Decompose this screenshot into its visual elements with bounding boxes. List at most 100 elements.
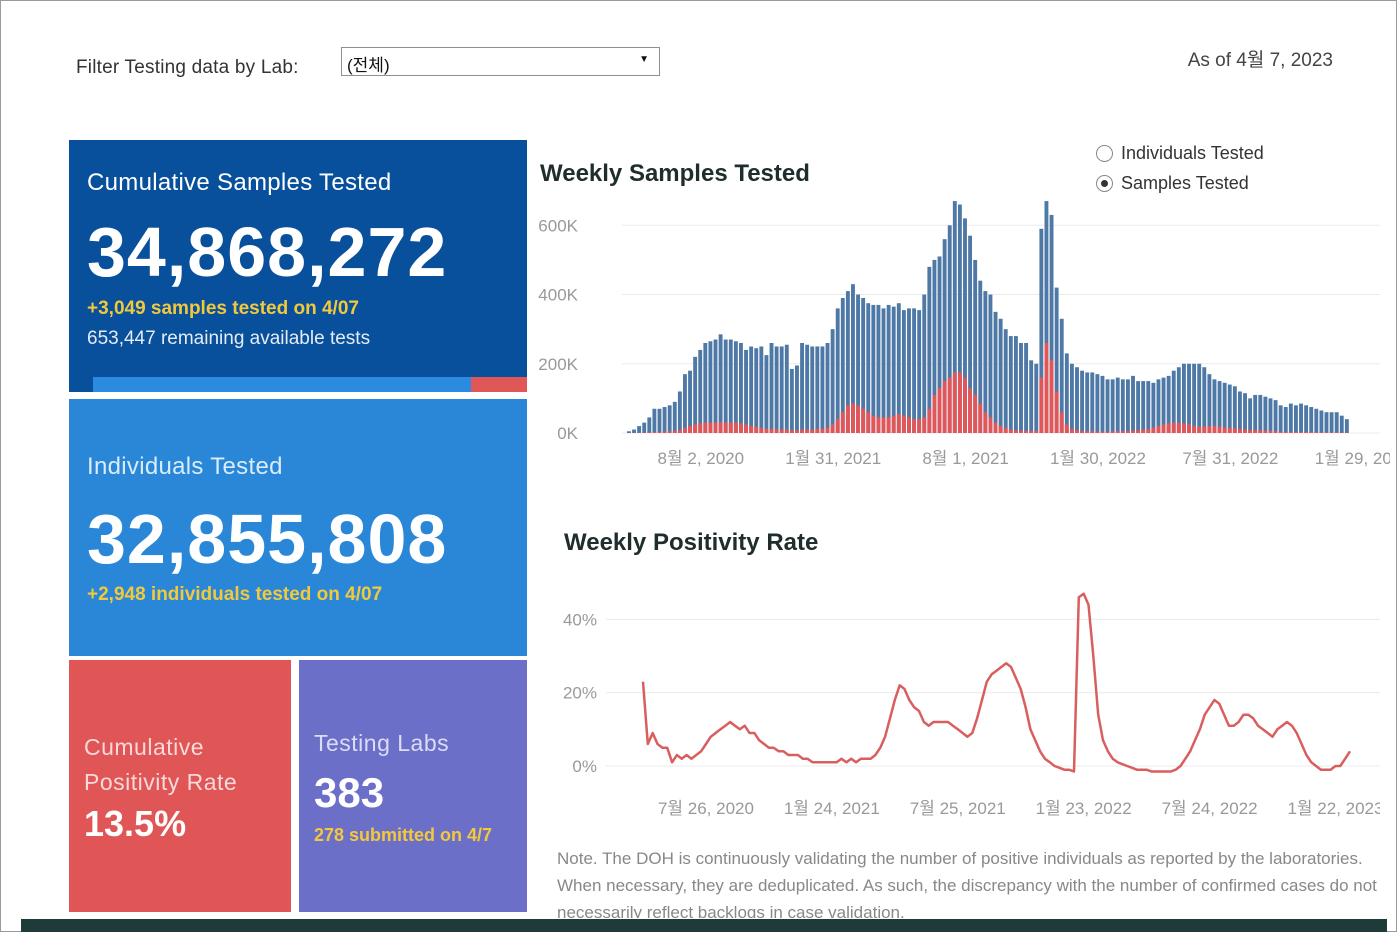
bar-positive — [662, 431, 667, 433]
bar-samples — [922, 294, 927, 433]
cumulative-samples-value: 34,868,272 — [87, 213, 448, 291]
bar-positive — [978, 403, 983, 433]
x-tick-label: 1월 30, 2022 — [1050, 449, 1146, 468]
radio-unselected-icon — [1096, 145, 1113, 162]
bar-samples — [932, 259, 937, 433]
bar-positive — [957, 372, 962, 433]
bar-positive — [993, 422, 998, 433]
weekly-samples-title: Weekly Samples Tested — [540, 160, 810, 187]
bar-samples — [983, 291, 988, 433]
y-tick-label: 0% — [572, 757, 597, 776]
bar-samples — [1253, 394, 1258, 433]
bar-samples — [1059, 318, 1064, 433]
bar-positive — [1248, 429, 1253, 433]
bar-positive — [1263, 430, 1268, 433]
bar-positive — [912, 419, 917, 433]
bar-positive — [1059, 412, 1064, 433]
bar-positive — [840, 412, 845, 433]
bar-samples — [896, 303, 901, 433]
bar-positive — [1192, 426, 1197, 433]
bar-samples — [820, 346, 825, 433]
bar-positive — [1044, 343, 1049, 433]
bar-positive — [1131, 430, 1135, 433]
bar-samples — [637, 426, 642, 433]
bar-samples — [657, 408, 662, 433]
bar-samples — [789, 368, 794, 433]
bar-positive — [830, 424, 835, 433]
x-tick-label: 1월 22, 2023 — [1287, 799, 1380, 818]
bar-samples — [1288, 403, 1293, 433]
bar-positive — [647, 432, 652, 433]
bar-samples — [993, 311, 998, 433]
bar-samples — [1024, 343, 1029, 433]
bar-positive — [968, 388, 973, 433]
weekly-samples-chart: 0K 200K 400K 600K 8월 2, 2020 1월 31, 2021 8월 1,… — [538, 201, 1390, 468]
bar-positive — [1222, 427, 1227, 433]
testing-labs-title: Testing Labs — [314, 730, 450, 756]
samples-delta: +3,049 samples tested on 4/07 — [87, 298, 359, 319]
bar-samples — [1080, 370, 1085, 433]
bar-samples — [1232, 386, 1237, 433]
bar-samples — [647, 417, 652, 433]
bar-samples — [754, 348, 759, 433]
bar-positive — [713, 422, 718, 433]
individuals-tested-value: 32,855,808 — [87, 500, 448, 578]
bar-samples — [1344, 419, 1349, 433]
individuals-tested-title: Individuals Tested — [87, 453, 283, 480]
weekly-positivity-chart: 0% 20% 40% 7월 26, 2020 1월 24, 2021 7월 25, 202… — [563, 592, 1380, 818]
bar-samples — [947, 225, 952, 433]
bar-positive — [1293, 431, 1298, 433]
bar-positive — [891, 415, 896, 433]
tests-usage-bar — [93, 377, 527, 392]
positivity-rate-tile: Cumulative Positivity Rate 13.5% — [69, 660, 291, 912]
bar-samples — [1202, 367, 1207, 433]
bar-samples — [723, 339, 728, 433]
bar-samples — [1161, 377, 1166, 433]
bar-positive — [1024, 430, 1029, 433]
bar-samples — [1069, 363, 1074, 433]
bar-positive — [1013, 430, 1018, 433]
bar-positive — [1141, 429, 1146, 433]
bar-samples — [1141, 381, 1146, 433]
bar-positive — [749, 426, 754, 433]
bar-positive — [1075, 430, 1079, 433]
bar-positive — [901, 415, 906, 433]
bar-positive — [1278, 431, 1283, 433]
radio-samples-tested[interactable]: Samples Tested — [1096, 173, 1249, 194]
bar-samples — [1136, 381, 1141, 433]
bar-samples — [942, 239, 947, 433]
bar-positive — [835, 419, 840, 433]
bar-positive — [754, 426, 759, 433]
y-tick-label: 0K — [557, 424, 578, 443]
bar-positive — [1115, 431, 1120, 433]
bar-samples — [1227, 384, 1232, 433]
bar-samples — [1115, 377, 1120, 433]
bar-samples — [1248, 398, 1253, 433]
bar-positive — [708, 422, 713, 433]
bar-samples — [907, 308, 911, 433]
bar-positive — [779, 429, 784, 433]
bar-positive — [723, 422, 728, 433]
bar-positive — [1039, 377, 1044, 433]
bar-samples — [1110, 379, 1115, 433]
bar-positive — [693, 424, 698, 433]
bar-samples — [1258, 394, 1263, 433]
radio-label: Individuals Tested — [1121, 143, 1264, 163]
bar-positive — [973, 394, 978, 433]
bar-positive — [815, 428, 820, 433]
bar-positive — [922, 417, 927, 433]
bar-samples — [1029, 360, 1034, 433]
bar-positive — [1029, 430, 1034, 433]
bar-samples — [703, 343, 708, 433]
bar-samples — [662, 407, 667, 433]
bar-samples — [871, 304, 876, 433]
bar-samples — [1237, 391, 1242, 433]
x-tick-label: 1월 23, 2022 — [1036, 799, 1132, 818]
bar-samples — [795, 365, 799, 433]
bar-positive — [805, 429, 810, 433]
x-tick-label: 7월 31, 2022 — [1182, 449, 1278, 468]
lab-filter-select[interactable]: (전체) ▼ — [341, 47, 660, 76]
radio-individuals-tested[interactable]: Individuals Tested — [1096, 143, 1264, 164]
positivity-rate-title: Cumulative Positivity Rate — [84, 734, 238, 795]
bar-positive — [861, 408, 866, 433]
